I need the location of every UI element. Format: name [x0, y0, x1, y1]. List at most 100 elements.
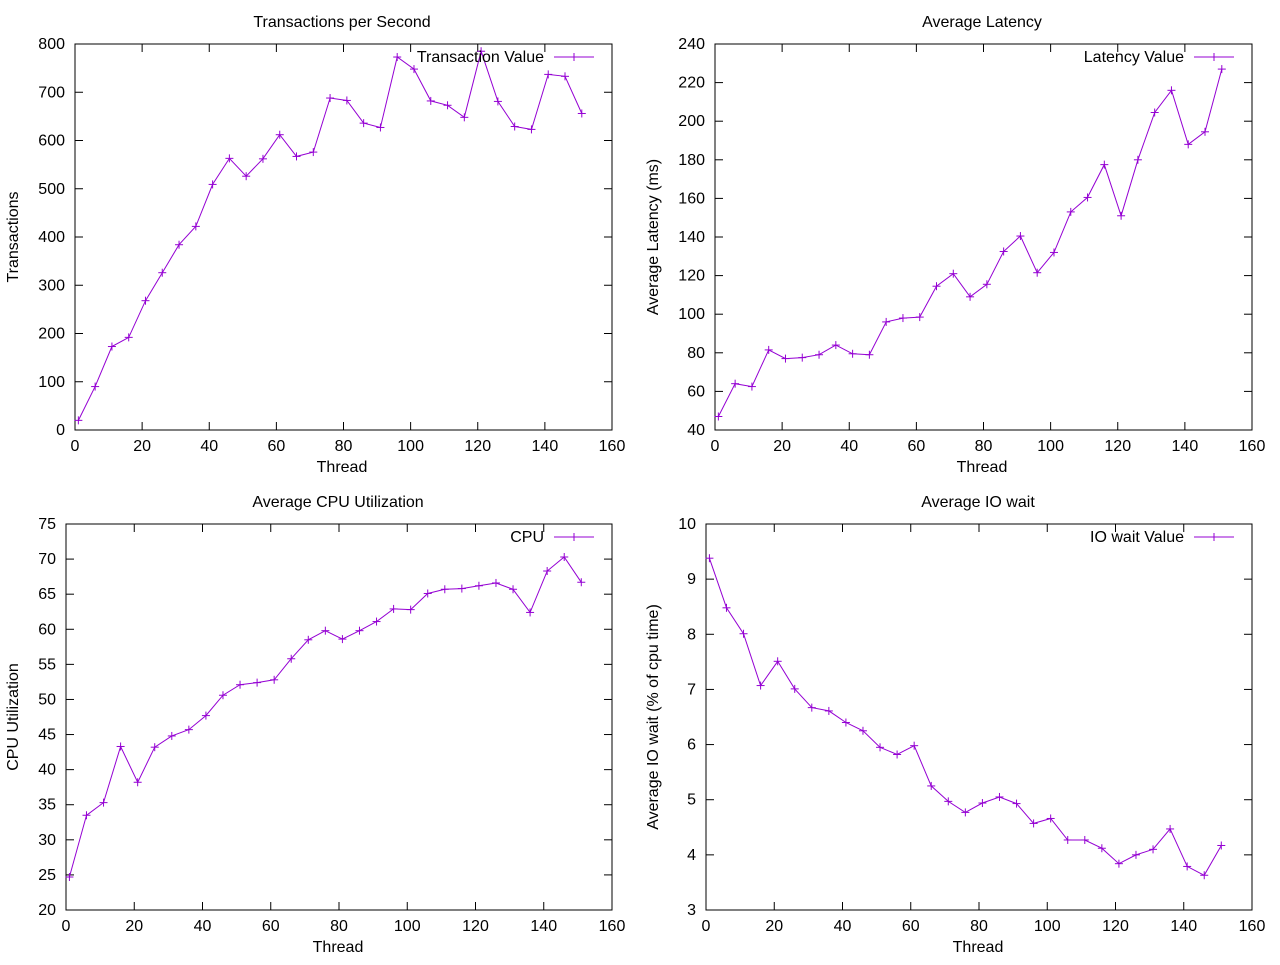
data-point: [893, 750, 902, 759]
x-tick-label: 80: [975, 438, 993, 455]
series-line: [68, 556, 582, 878]
x-tick-label: 40: [834, 918, 852, 935]
data-point: [898, 314, 907, 323]
y-tick-label: 800: [38, 36, 65, 53]
y-tick-label: 200: [678, 113, 705, 130]
data-point: [927, 781, 936, 790]
y-tick-label: 10: [678, 516, 696, 533]
data-point: [560, 552, 569, 561]
x-tick-label: 20: [133, 438, 151, 455]
legend-marker: [1210, 53, 1218, 61]
data-point: [124, 333, 133, 342]
x-tick-label: 100: [397, 438, 424, 455]
data-point: [1033, 268, 1042, 277]
legend-label: IO wait Value: [1090, 529, 1184, 546]
data-point: [944, 797, 953, 806]
y-tick-label: 200: [38, 326, 65, 343]
y-tick-label: 700: [38, 84, 65, 101]
data-point: [510, 122, 519, 131]
x-tick-label: 60: [902, 918, 920, 935]
x-tick-label: 0: [702, 918, 711, 935]
data-point: [65, 873, 74, 882]
data-point: [1080, 835, 1089, 844]
x-tick-label: 160: [599, 918, 626, 935]
legend-marker: [1210, 533, 1218, 541]
data-point: [995, 792, 1004, 801]
data-point: [1063, 835, 1072, 844]
y-tick-label: 80: [687, 345, 705, 362]
data-point: [1184, 140, 1193, 149]
plot-frame: [74, 43, 613, 431]
y-tick-label: 8: [687, 626, 696, 643]
x-axis-label: Thread: [317, 459, 368, 476]
data-point: [150, 743, 159, 752]
data-point: [527, 125, 536, 134]
data-point: [460, 113, 469, 122]
data-point: [359, 119, 368, 128]
data-point: [1167, 86, 1176, 95]
y-tick-label: 6: [687, 737, 696, 754]
data-point: [1100, 160, 1109, 169]
y-tick-label: 65: [38, 586, 56, 603]
y-tick-label: 120: [678, 268, 705, 285]
data-point: [406, 605, 415, 614]
data-point: [961, 808, 970, 817]
data-point: [982, 280, 991, 289]
data-point: [543, 567, 552, 576]
y-tick-label: 300: [38, 277, 65, 294]
data-point: [1117, 211, 1126, 220]
data-point: [561, 72, 570, 81]
data-point: [91, 382, 100, 391]
data-point: [218, 691, 227, 700]
data-point: [457, 584, 466, 593]
data-point: [167, 731, 176, 740]
data-point: [756, 681, 765, 690]
data-point: [1049, 248, 1058, 257]
data-point: [577, 578, 586, 587]
y-tick-label: 20: [38, 902, 56, 919]
data-point: [882, 317, 891, 326]
y-tick-label: 100: [38, 374, 65, 391]
data-point: [133, 778, 142, 787]
data-point: [790, 684, 799, 693]
data-point: [509, 585, 518, 594]
data-point: [225, 154, 234, 163]
x-tick-label: 160: [1239, 918, 1266, 935]
data-point: [858, 726, 867, 735]
data-point: [714, 412, 723, 421]
x-tick-label: 80: [335, 438, 353, 455]
y-tick-label: 4: [687, 847, 696, 864]
x-tick-label: 120: [464, 438, 491, 455]
y-tick-label: 75: [38, 516, 56, 533]
data-point: [258, 154, 267, 163]
data-point: [705, 554, 714, 563]
data-point: [242, 172, 251, 181]
y-tick-label: 160: [678, 190, 705, 207]
data-point: [824, 706, 833, 715]
legend-marker: [570, 533, 578, 541]
x-tick-label: 60: [907, 438, 925, 455]
chart-title: Average CPU Utilization: [252, 494, 423, 511]
data-point: [526, 608, 535, 617]
data-point: [1083, 193, 1092, 202]
x-tick-label: 60: [262, 918, 280, 935]
data-point: [141, 296, 150, 305]
data-point: [477, 47, 486, 56]
data-point: [910, 741, 919, 750]
data-point: [443, 101, 452, 110]
data-point: [831, 341, 840, 350]
data-point: [949, 269, 958, 278]
data-point: [1012, 799, 1021, 808]
y-tick-label: 50: [38, 691, 56, 708]
data-point: [342, 96, 351, 105]
data-point: [304, 635, 313, 644]
legend-label: Latency Value: [1084, 49, 1184, 66]
y-tick-label: 3: [687, 902, 696, 919]
data-point: [107, 342, 116, 351]
y-tick-label: 45: [38, 727, 56, 744]
x-tick-label: 20: [773, 438, 791, 455]
data-point: [1150, 108, 1159, 117]
x-tick-label: 100: [394, 918, 421, 935]
